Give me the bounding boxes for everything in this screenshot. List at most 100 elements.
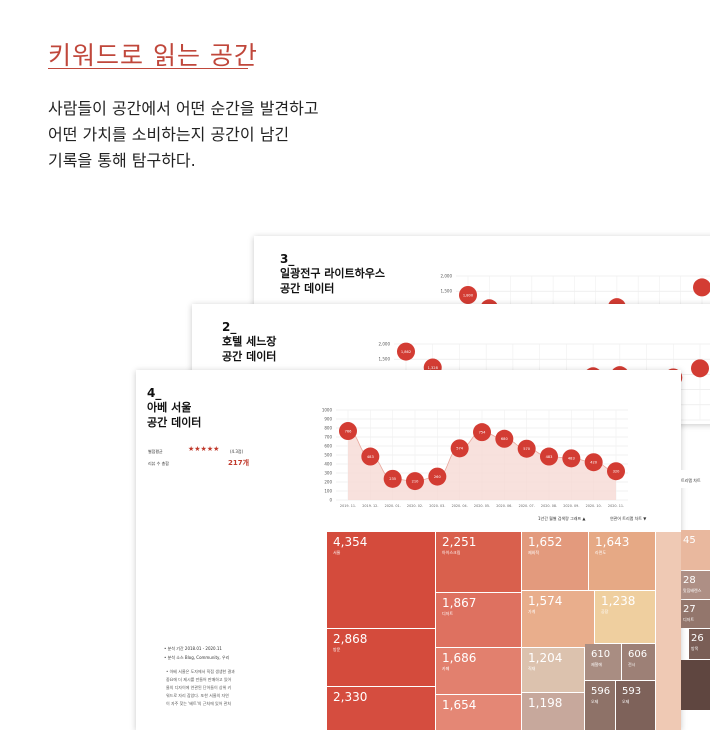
x-tick-label: 2019. 12.	[362, 504, 378, 508]
treemap-edge	[681, 660, 710, 710]
treemap-label: 방문	[333, 647, 341, 652]
treemap-tile[interactable]: 26 방목	[689, 629, 710, 659]
data-point	[517, 439, 536, 458]
treemap-value: 2,868	[333, 632, 368, 646]
y-tick-label: 100	[324, 489, 332, 494]
treemap-label: 디저트	[442, 611, 454, 616]
rating-stars: ★★★★★	[188, 445, 220, 453]
treemap-value: 1,574	[528, 594, 563, 608]
data-label: 766	[345, 429, 353, 433]
treemap-label: 카페	[442, 666, 450, 671]
sheet-title-line: 호텔 세느장	[222, 335, 277, 348]
treemap-tile[interactable]: 1,643 라면도	[589, 532, 655, 590]
treemap-tile[interactable]: 1,204 직재	[522, 648, 584, 692]
sheet-title-line: 아베 서울	[147, 401, 192, 414]
y-tick-label: 2,000	[379, 342, 391, 347]
side-treemap: 트리맵 차트 45 28 맛집배렌스 27 디저트 26 방목	[681, 470, 710, 710]
treemap-value: 26	[691, 633, 704, 644]
y-tick-label: 1,500	[441, 289, 453, 294]
data-point	[540, 447, 558, 466]
treemap-label: 공장	[601, 609, 609, 614]
treemap-tile[interactable]: 2,868 방문	[327, 628, 435, 686]
sheet-title-line: 일광전구 라이트하우스	[280, 267, 386, 280]
data-point	[495, 429, 514, 448]
x-tick-label: 2020. 09.	[563, 504, 579, 508]
treemap-tile[interactable]: 596 오제	[585, 681, 615, 730]
treemap-tile[interactable]: 610 제철에	[585, 644, 621, 680]
rating-value: (4.3점)	[230, 449, 244, 454]
heading-underline	[48, 68, 248, 69]
treemap-label: 아이스크림	[442, 550, 461, 555]
treemap-legend: 연관어 트리맵 차트 ▼	[610, 516, 647, 521]
sheet-number: 2_	[222, 320, 237, 334]
treemap-tile[interactable]: 27 디저트	[681, 600, 710, 628]
treemap-tile[interactable]: 1,238 공장	[595, 591, 655, 643]
treemap-value: 606	[628, 649, 648, 660]
treemap-tile[interactable]: 1,867 디저트	[436, 593, 521, 647]
data-point	[459, 286, 477, 304]
treemap-tile[interactable]: 45	[681, 530, 710, 570]
sheet-number: 4_	[147, 386, 162, 400]
data-point	[406, 472, 424, 491]
x-tick-label: 2020. 03.	[429, 504, 445, 508]
treemap-tile[interactable]: 606 전시	[622, 644, 655, 680]
sheet-title-line: 공간 데이터	[280, 282, 335, 295]
treemap-label: 오제	[622, 699, 630, 704]
treemap-tile[interactable]: 593 오제	[616, 681, 655, 730]
data-label: 1,862	[401, 350, 411, 354]
page-heading: 키워드로 읽는 공간	[48, 41, 258, 70]
treemap-tile[interactable]: 2,330	[327, 686, 435, 730]
treemap-value: 1,654	[442, 698, 477, 712]
paragraph-line: 중요에 더 제시를 만들어 판매하고 있어	[166, 677, 232, 682]
y-tick-label: 400	[324, 462, 332, 467]
treemap-tile[interactable]: 28 맛집배렌스	[681, 571, 710, 599]
treemap-value: 596	[591, 686, 611, 697]
data-point	[428, 467, 447, 486]
data-label: 420	[590, 461, 598, 465]
data-label: 483	[568, 457, 575, 461]
review-count-label: 리뷰 수 총합	[148, 461, 169, 466]
data-label: 754	[479, 430, 487, 434]
data-point	[584, 453, 603, 472]
treemap-label: 제철에	[591, 662, 603, 667]
treemap-value: 27	[683, 604, 696, 615]
data-label: 570	[523, 447, 531, 451]
data-label: 1,328	[428, 366, 439, 370]
search-graph-legend: 1년간 월별 검색량 그래프 ▲	[538, 516, 586, 521]
report-sheet-abe-seoul[interactable]: 4_ 아베 서울 공간 데이터 별점평균 ★★★★★ (4.3점) 리뷰 수 총…	[136, 370, 681, 730]
treemap-tile[interactable]: 1,198	[522, 693, 584, 730]
data-point	[383, 469, 402, 488]
analysis-source: • 분석 소스 Blog, Community, 우리	[164, 655, 230, 660]
data-point	[607, 462, 625, 481]
treemap-value: 1,198	[528, 696, 563, 710]
treemap-value: 1,652	[528, 535, 563, 549]
treemap-tile[interactable]: 2,251 아이스크림	[436, 532, 521, 592]
paragraph-line: 워드로 자리 잡았다. 또한 서울의 자연	[166, 693, 229, 698]
intro-line: 어떤 가치를 소비하는지 공간이 남긴	[48, 125, 290, 144]
intro-line: 사람들이 공간에서 어떤 순간을 발견하고	[48, 99, 319, 118]
rating-label: 별점평균	[148, 449, 163, 454]
y-tick-label: 700	[324, 435, 332, 440]
paragraph-line: 물의 디자이에 연관된 단어들이 상위 키	[166, 685, 232, 690]
treemap-tile[interactable]: 1,652 제외적	[522, 532, 588, 590]
treemap-label: 디저트	[683, 617, 695, 622]
y-tick-label: 900	[324, 417, 332, 422]
treemap-tile[interactable]: 4,354 서울	[327, 532, 435, 628]
treemap-value: 4,354	[333, 535, 368, 549]
treemap-value: 45	[683, 535, 696, 546]
sheet-title: 일광전구 라이트하우스 공간 데이터	[280, 266, 385, 296]
sheet-title-line: 공간 데이터	[222, 350, 277, 363]
x-tick-label: 2020. 07.	[519, 504, 535, 508]
data-label: 260	[434, 475, 442, 479]
data-label: 574	[456, 447, 464, 451]
treemap-tile[interactable]: 1,574 가게	[522, 591, 594, 647]
treemap-value: 1,686	[442, 651, 477, 665]
data-point	[473, 423, 491, 442]
treemap-tile[interactable]: 1,686 카페	[436, 648, 521, 694]
treemap-label: 방목	[691, 646, 699, 651]
treemap-value: 1,867	[442, 596, 477, 610]
treemap-tile[interactable]: 1,654	[436, 695, 521, 730]
x-tick-label: 2020. 05.	[474, 504, 490, 508]
y-tick-label: 300	[324, 471, 332, 476]
